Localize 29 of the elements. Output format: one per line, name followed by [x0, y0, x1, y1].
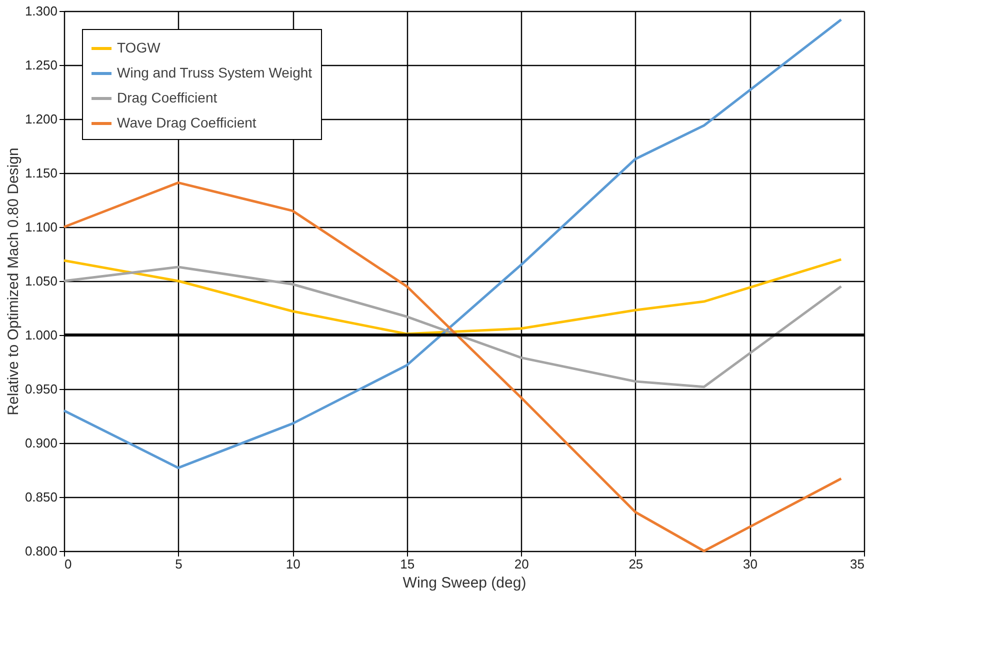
x-tick-label: 5: [175, 556, 182, 572]
line-series: [62, 181, 842, 552]
y-tick-label: 0.950: [24, 382, 58, 396]
x-tick-label: 35: [850, 556, 864, 572]
x-tick-label: 15: [400, 556, 415, 572]
legend-label: Wing and Truss System Weight: [117, 64, 312, 80]
y-tick-label: 1.150: [24, 166, 58, 180]
y-tick-label: 1.000: [24, 328, 58, 342]
y-tick-label: 1.300: [24, 4, 58, 18]
line-series: [62, 266, 842, 388]
legend-label: Wave Drag Coefficient: [117, 114, 256, 130]
line-series: [62, 18, 842, 470]
y-tick-label: 1.100: [24, 220, 58, 234]
legend-label: Drag Coefficient: [117, 90, 218, 106]
y-axis-title: Relative to Optimized Mach 0.80 Design: [4, 148, 22, 416]
y-tick-label: 1.050: [24, 274, 58, 288]
y-tick-label: 0.800: [24, 544, 58, 558]
y-tick-label: 1.250: [24, 58, 58, 72]
legend-label: TOGW: [117, 40, 162, 56]
x-tick-label: 10: [286, 556, 300, 572]
line-series: [62, 258, 842, 336]
x-tick-label: 20: [514, 556, 529, 572]
x-axis-title: Wing Sweep (deg): [402, 574, 526, 592]
y-tick-label: 0.900: [24, 436, 58, 450]
x-tick-label: 0: [64, 556, 72, 572]
y-tick-label: 0.850: [24, 490, 58, 504]
x-tick-label: 30: [742, 556, 758, 572]
y-tick-label: 1.200: [24, 112, 58, 126]
x-tick-label: 25: [628, 556, 644, 572]
